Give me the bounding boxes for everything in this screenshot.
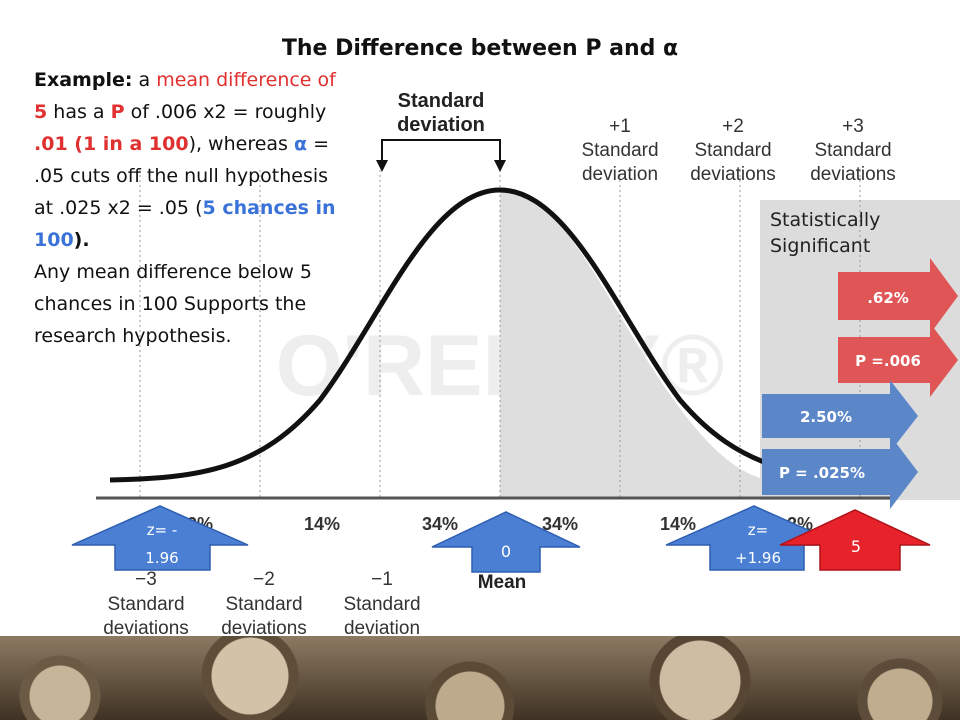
sd-bracket-arrow-left bbox=[376, 160, 388, 172]
up-arrow-z-pos-line1: z= bbox=[748, 521, 768, 539]
up-arrow-zero-label: 0 bbox=[501, 542, 511, 561]
right-half-shading bbox=[500, 190, 760, 498]
sd-plus1-sign: +1 bbox=[609, 116, 631, 137]
bell-curve bbox=[109, 187, 891, 483]
arrow-right-250: 2.50% bbox=[762, 380, 918, 452]
example-t6: of .006 x2 = roughly bbox=[124, 101, 327, 123]
up-arrow-five: 5 bbox=[779, 509, 931, 571]
example-t8: 1 in a 100 bbox=[82, 133, 189, 155]
example-t11: = .05 cuts off the null hypothesis at .0… bbox=[34, 133, 330, 219]
sd-plus3-sign: +3 bbox=[842, 116, 864, 137]
sd-minus2-line2: deviations bbox=[221, 618, 307, 639]
significance-label: Statistically Significant bbox=[770, 207, 880, 259]
example-t4: has a bbox=[47, 101, 111, 123]
sd-plus2-line1: Standard bbox=[694, 140, 771, 161]
up-arrow-five-label: 5 bbox=[851, 537, 861, 556]
example-t3: 5 bbox=[34, 101, 48, 123]
arrow-right-p025: P = .025% bbox=[762, 435, 918, 509]
sd-bracket-arrow-right bbox=[494, 160, 506, 172]
example-t14: Any mean difference below 5 chances in 1… bbox=[34, 261, 312, 347]
example-t10: α bbox=[294, 133, 308, 155]
sd-minus1-line2: deviation bbox=[344, 618, 420, 639]
arrow-right-p006-label: P =.006 bbox=[855, 352, 921, 370]
example-t7: .01 ( bbox=[34, 133, 83, 155]
sd-minus2-line1: Standard bbox=[225, 594, 302, 615]
example-t2: mean difference of bbox=[156, 69, 336, 91]
up-arrow-z-pos: z= +1.96 bbox=[665, 505, 843, 571]
page-title: The Difference between P and α bbox=[281, 36, 679, 61]
percent-label-3: 34% bbox=[422, 514, 458, 534]
sd-minus3-sign: −3 bbox=[135, 569, 157, 590]
example-t12: 5 chances in 100 bbox=[34, 197, 336, 251]
percent-label-5: 14% bbox=[660, 514, 696, 534]
gears-decorative-image bbox=[0, 636, 960, 720]
up-arrow-zero: 0 bbox=[431, 511, 581, 573]
sd-plus1-line1: Standard bbox=[581, 140, 658, 161]
sd-minus1-sign: −1 bbox=[371, 569, 393, 590]
sd-minus3-line1: Standard bbox=[107, 594, 184, 615]
sd-plus2-line2: deviations bbox=[690, 164, 776, 185]
sd-minus1-line1: Standard bbox=[343, 594, 420, 615]
significance-label-line2: Significant bbox=[770, 235, 871, 257]
up-arrow-z-neg-line1: z= - bbox=[147, 521, 178, 539]
percent-label-2: 14% bbox=[304, 514, 340, 534]
sd-plus1-line2: deviation bbox=[582, 164, 658, 185]
arrow-right-062: .62% bbox=[838, 258, 958, 334]
sd-plus2-sign: +2 bbox=[722, 116, 744, 137]
example-t13: ). bbox=[73, 229, 90, 251]
percent-label-4: 34% bbox=[542, 514, 578, 534]
example-t9: ), whereas bbox=[188, 133, 294, 155]
sd-label-top-line2: deviation bbox=[397, 114, 485, 136]
arrow-right-p006: P =.006 bbox=[838, 323, 958, 397]
example-t5: P bbox=[110, 101, 125, 123]
sd-plus3-line1: Standard bbox=[814, 140, 891, 161]
example-t1: a bbox=[132, 69, 157, 91]
up-arrow-z-pos-line2: +1.96 bbox=[735, 549, 781, 567]
arrow-right-p025-label: P = .025% bbox=[779, 464, 865, 482]
example-text-block: Example: a mean difference of 5 has a P … bbox=[34, 64, 346, 352]
arrow-right-062-label: .62% bbox=[867, 289, 909, 307]
mean-label: Mean bbox=[478, 572, 527, 593]
up-arrow-z-neg-line2: 1.96 bbox=[145, 549, 178, 567]
up-arrow-z-neg: z= - 1.96 bbox=[71, 505, 249, 571]
sd-label-top-line1: Standard bbox=[398, 90, 485, 112]
example-lead: Example: bbox=[34, 69, 133, 91]
arrow-right-250-label: 2.50% bbox=[800, 408, 852, 426]
sd-bracket bbox=[381, 139, 501, 160]
sd-minus2-sign: −2 bbox=[253, 569, 275, 590]
significance-label-line1: Statistically bbox=[770, 209, 881, 231]
sd-plus3-line2: deviations bbox=[810, 164, 896, 185]
sd-minus3-line2: deviations bbox=[103, 618, 189, 639]
